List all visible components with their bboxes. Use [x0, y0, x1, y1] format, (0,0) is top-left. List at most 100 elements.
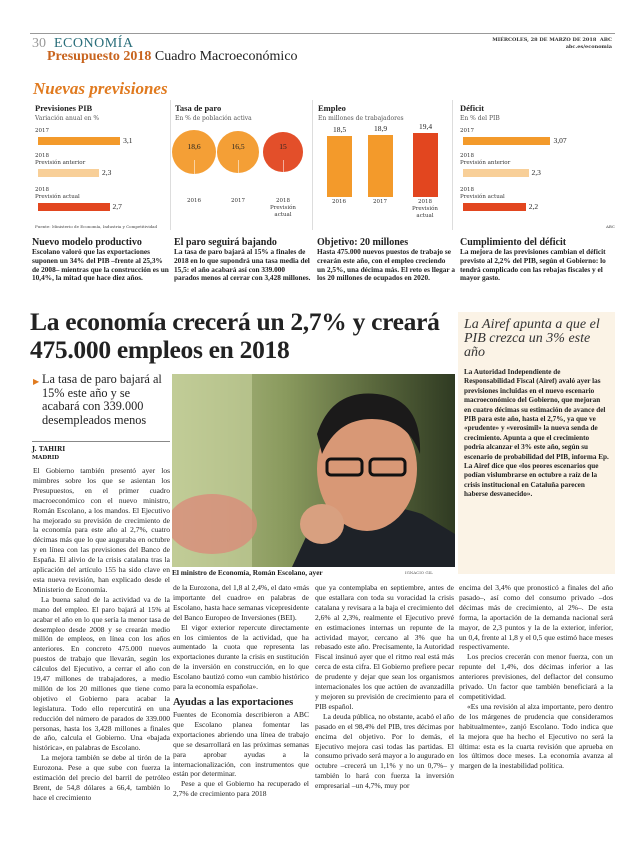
chart-title: Tasa de paro: [175, 103, 222, 113]
subhead-title: Objetivo: 20 millones: [317, 237, 409, 248]
sidebar-text: La Autoridad Independiente de Responsabi…: [464, 368, 609, 499]
bubble-value: 16,5: [231, 142, 245, 151]
article-column-4: encima del 3,4% que pronosticó a finales…: [459, 583, 613, 771]
kicker-bold: Presupuesto 2018: [47, 49, 152, 64]
subhead-text: Escolano valoró que las exportaciones su…: [32, 247, 169, 283]
bar: [327, 135, 352, 197]
subhead-text: La mejora de las previsiones cambian el …: [460, 247, 606, 283]
bar-value: 2,2: [528, 202, 539, 211]
subhead-title: El paro seguirá bajando: [174, 237, 277, 248]
paragraph: «Es una revisión al alza importante, per…: [459, 701, 613, 771]
deck-text: La tasa de paro bajará al 15% este año y…: [42, 372, 162, 427]
bar: [38, 169, 99, 177]
bar-value: 3,07: [553, 136, 567, 145]
bar-value: 18,5: [332, 124, 347, 134]
bar-value: 2,3: [531, 168, 541, 177]
infographic-title: Nuevas previsiones: [33, 79, 168, 98]
kicker-text: Cuadro Macroeconómico: [154, 49, 298, 64]
sidebar-title: La Airef apunta a que el PIB crezca un 3…: [464, 317, 600, 360]
paragraph: La buena salud de la actividad va de la …: [33, 594, 170, 753]
photo-credit: IGNACIO GIL: [405, 570, 433, 575]
paragraph: encima del 3,4% que pronosticó a finales…: [459, 583, 613, 652]
bar-value: 18,9: [373, 123, 388, 133]
infographic-credit: ABC: [606, 224, 615, 229]
bar-value: 2,7: [112, 202, 122, 211]
leader-line: [193, 160, 195, 196]
paragraph: Pese a que el Gobierno ha recuperado el …: [173, 779, 309, 799]
bar: [368, 134, 393, 197]
bar-value: 2,3: [101, 168, 112, 177]
subhead-title: Nuevo modelo productivo: [32, 237, 142, 248]
paragraph: de la Eurozona, del 1,8 al 2,4%, el dato…: [173, 583, 309, 622]
bar-label: 2017: [35, 128, 49, 134]
subhead-title: Cumplimiento del déficit: [460, 237, 567, 248]
bar: [38, 203, 110, 211]
leader-line: [282, 160, 284, 196]
paragraph: El Gobierno también presentó ayer los mi…: [33, 466, 170, 594]
bar-label: 2018 Previsión actual: [460, 187, 505, 200]
subhead-block: Objetivo: 20 millones Hasta 475.000 nuevo…: [317, 237, 455, 283]
subhead-block: Nuevo modelo productivo Escolano valoró q…: [32, 237, 170, 283]
kicker: Presupuesto 2018 Cuadro Macroeconómico: [47, 49, 298, 65]
location: MADRID: [32, 455, 60, 461]
bar-label: 2017: [373, 199, 387, 205]
subhead-block: El paro seguirá bajando La tasa de paro b…: [174, 237, 312, 283]
brand: ABC: [599, 37, 612, 43]
article-column-2: de la Eurozona, del 1,8 al 2,4%, el dato…: [173, 583, 309, 799]
bar-label: 2017: [460, 128, 474, 134]
article-headline: La economía crecerá un 2,7% y creará 475…: [30, 307, 440, 364]
chart-title: Previsiones PIB: [35, 103, 93, 113]
section-name: ECONOMÍA: [54, 36, 134, 51]
photo-illustration: [172, 374, 455, 567]
paragraph: El vigor exterior repercute directamente…: [173, 622, 309, 692]
bar-label: 2016: [332, 199, 346, 205]
chart-subtitle: En % del PIB: [460, 115, 500, 122]
sidebar-box: La Airef apunta a que el PIB crezca un 3…: [458, 312, 615, 574]
section-url: abc.es/economia: [565, 44, 612, 50]
dateline: MIÉRCOLES, 28 DE MARZO DE 2018 ABC abc.es…: [492, 37, 612, 51]
paragraph: Los precios crecerán con menor fuerza, c…: [459, 652, 613, 701]
chart-title: Déficit: [460, 103, 485, 113]
subhead-block: Cumplimiento del déficit La mejora de las…: [460, 237, 612, 283]
infographic-source: Fuente: Ministerio de Economía, Industri…: [35, 224, 158, 229]
bar: [413, 133, 438, 197]
paragraph: La mejora también se debe al tirón de la…: [33, 753, 170, 802]
author: J. TAHIRI: [32, 446, 66, 453]
panel-divider: [312, 100, 313, 230]
byline: J. TAHIRI MADRID: [32, 446, 65, 462]
bubble-value: 15: [279, 142, 287, 151]
paragraph: que ya contemplaba en septiembre, antes …: [315, 583, 454, 711]
bubble-label: 2017: [231, 198, 245, 204]
subhead-text: La tasa de paro bajará al 15% a finales …: [174, 247, 311, 283]
bar-value: 19,4: [418, 122, 433, 131]
subhead-text: Hasta 475.000 nuevos puestos de trabajo …: [317, 247, 455, 283]
chart-subtitle: Variación anual en %: [35, 115, 100, 122]
paragraph: Fuentes de Economía describieron a ABC q…: [173, 709, 309, 779]
paragraph: La deuda pública, no obstante, acabó el …: [315, 711, 454, 791]
article-subhead: Ayudas a las exportaciones: [173, 696, 294, 708]
leader-line: [237, 160, 239, 196]
triangle-bullet-icon: ▶: [33, 377, 40, 386]
photo-minister: [172, 374, 455, 567]
photo-caption: El ministro de Economía, Román Escolano,…: [172, 568, 323, 577]
article-column-3: que ya contemplaba en septiembre, antes …: [315, 583, 454, 791]
panel-divider: [452, 100, 453, 230]
bar: [463, 203, 526, 211]
bar: [463, 169, 529, 177]
bubble-value: 18,6: [187, 142, 201, 151]
chart-subtitle: En % de población activa: [175, 115, 252, 122]
bubble-label: 2018 Previsión actual: [270, 198, 296, 218]
bar-label: 2018 Previsión anterior: [460, 153, 511, 166]
bar-label: 2018 Previsión actual: [412, 199, 438, 219]
page-number: 30: [32, 36, 46, 51]
chart-title: Empleo: [318, 103, 346, 113]
bar-label: 2018 Previsión anterior: [35, 153, 86, 166]
bubble-label: 2016: [187, 198, 201, 204]
bar-label: 2018 Previsión actual: [35, 187, 80, 200]
bar-value: 3,1: [123, 136, 133, 145]
chart-subtitle: En millones de trabajadores: [318, 115, 404, 122]
divider: [32, 441, 170, 442]
panel-divider: [170, 100, 171, 230]
date: MIÉRCOLES, 28 DE MARZO DE 2018: [492, 37, 597, 43]
top-rule: [30, 33, 615, 34]
